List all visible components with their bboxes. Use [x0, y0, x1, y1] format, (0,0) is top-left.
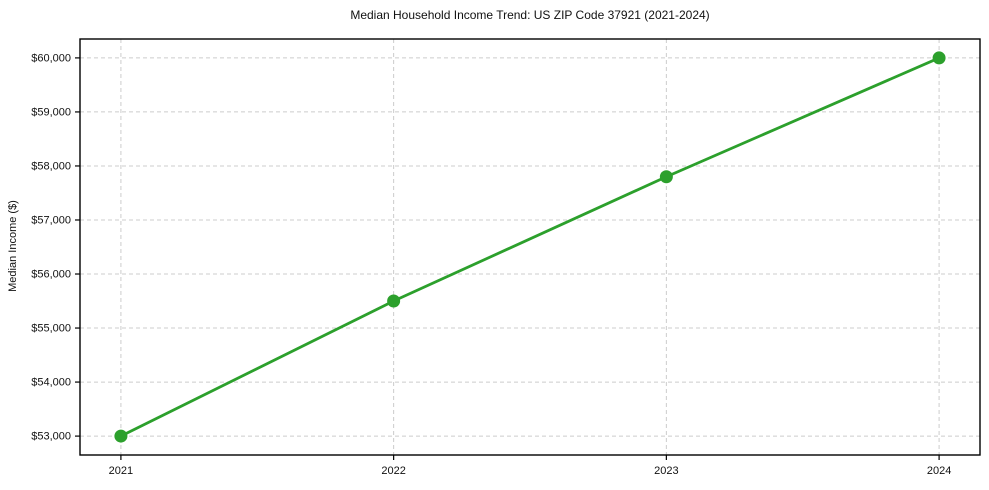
data-point-marker	[387, 294, 401, 308]
y-tick-label: $57,000	[31, 214, 71, 226]
x-tick-label: 2022	[381, 465, 405, 477]
y-tick-label: $56,000	[31, 269, 71, 281]
plot-border	[79, 38, 981, 456]
chart-title: Median Household Income Trend: US ZIP Co…	[350, 8, 710, 22]
y-tick-label: $55,000	[31, 323, 71, 335]
x-tick-label: 2024	[927, 465, 951, 477]
x-tick-label: 2021	[109, 465, 133, 477]
trend-line	[119, 56, 941, 438]
y-tick-label: $60,000	[31, 52, 71, 64]
data-point-marker	[932, 51, 946, 65]
data-point-marker	[114, 429, 128, 443]
y-tick-label: $54,000	[31, 377, 71, 389]
y-tick-label: $58,000	[31, 160, 71, 172]
data-point-marker	[659, 170, 673, 184]
y-tick-label: $53,000	[31, 431, 71, 443]
y-tick-label: $59,000	[31, 106, 71, 118]
x-tick-label: 2023	[654, 465, 678, 477]
